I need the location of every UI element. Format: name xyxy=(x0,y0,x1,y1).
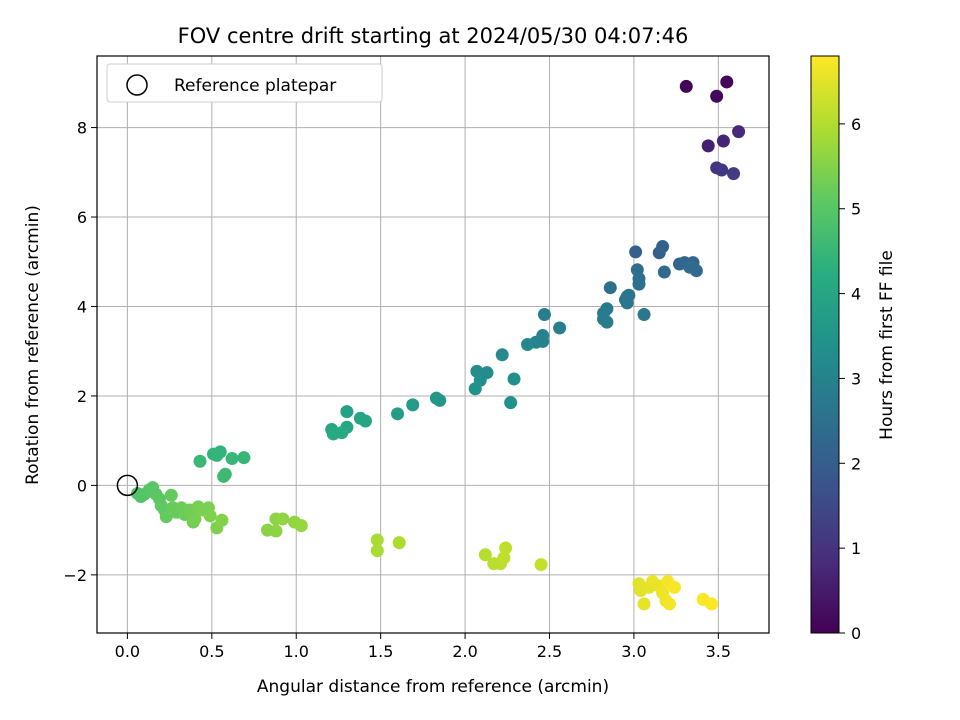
data-point xyxy=(217,469,231,483)
grid xyxy=(97,56,769,633)
data-point xyxy=(188,512,202,526)
colorbar-tick-label: 6 xyxy=(851,115,861,134)
data-point xyxy=(656,240,670,254)
data-point xyxy=(406,398,420,412)
x-tick-label: 3.0 xyxy=(621,642,646,661)
x-axis-label: Angular distance from reference (arcmin) xyxy=(257,677,609,697)
data-point xyxy=(534,558,548,572)
legend: Reference platepar xyxy=(106,63,383,103)
data-point xyxy=(657,265,671,279)
data-point xyxy=(507,372,521,386)
colorbar-tick-label: 5 xyxy=(851,200,861,219)
data-point xyxy=(521,338,535,351)
data-point xyxy=(632,277,646,291)
x-tick-label: 1.5 xyxy=(368,642,393,661)
x-tick-label: 2.5 xyxy=(537,642,562,661)
colorbar-gradient xyxy=(810,55,840,634)
colorbar: 0 1 2 3 4 5 6 Hours from first FF file xyxy=(810,55,897,643)
data-point xyxy=(215,513,229,527)
data-point xyxy=(732,125,746,139)
data-point xyxy=(600,315,614,329)
legend-box xyxy=(106,63,383,103)
data-point xyxy=(468,382,482,396)
data-point xyxy=(294,519,308,533)
x-tick-label: 0.5 xyxy=(199,642,224,661)
data-point xyxy=(716,134,730,148)
data-point xyxy=(340,405,354,419)
data-point xyxy=(710,89,724,103)
data-point xyxy=(159,510,173,524)
colorbar-tick-label: 4 xyxy=(851,285,861,304)
data-point xyxy=(358,414,372,428)
x-tick-label: 3.5 xyxy=(706,642,731,661)
data-point xyxy=(164,488,178,502)
data-point xyxy=(495,348,509,362)
x-axis-ticks: 0.0 0.5 1.0 1.5 2.0 2.5 3.0 3.5 xyxy=(115,633,731,661)
data-point xyxy=(715,163,729,177)
data-point xyxy=(553,321,567,335)
data-point xyxy=(705,597,719,611)
y-tick-label: 2 xyxy=(77,387,87,406)
x-tick-label: 1.0 xyxy=(284,642,309,661)
data-point xyxy=(269,524,283,538)
x-tick-label: 0.0 xyxy=(115,642,140,661)
data-point xyxy=(701,139,715,153)
y-tick-label: 4 xyxy=(77,297,87,316)
data-point xyxy=(392,536,406,550)
data-point xyxy=(225,452,239,466)
data-point xyxy=(370,544,384,558)
y-tick-label: 6 xyxy=(77,208,87,227)
colorbar-tick-label: 0 xyxy=(851,624,861,643)
data-point xyxy=(637,308,651,322)
data-point xyxy=(391,407,405,421)
reference-marker xyxy=(116,474,139,497)
y-tick-label: 0 xyxy=(77,476,87,495)
data-point xyxy=(203,509,217,523)
y-tick-label: 8 xyxy=(77,119,87,138)
data-point xyxy=(433,393,447,407)
data-point xyxy=(683,260,697,274)
y-axis-label: Rotation from reference (arcmin) xyxy=(23,205,43,485)
data-point xyxy=(637,597,651,611)
data-point xyxy=(499,541,513,555)
data-point xyxy=(504,396,518,410)
data-point xyxy=(629,245,643,259)
y-tick-label: −2 xyxy=(63,566,87,585)
data-points xyxy=(116,75,746,611)
colorbar-tick-label: 1 xyxy=(851,539,861,558)
data-point xyxy=(497,551,511,565)
plot-frame xyxy=(96,55,770,634)
data-point xyxy=(193,454,207,468)
x-tick-label: 2.0 xyxy=(452,642,477,661)
data-point xyxy=(335,426,349,440)
legend-entry-reference: Reference platepar xyxy=(174,76,336,96)
data-point xyxy=(276,512,290,526)
data-point xyxy=(210,448,224,462)
data-point xyxy=(727,167,741,181)
data-point xyxy=(237,451,251,465)
data-point xyxy=(620,296,634,310)
colorbar-tick-label: 2 xyxy=(851,454,861,473)
legend-reference-marker xyxy=(126,74,148,96)
data-point xyxy=(720,75,734,89)
colorbar-tick-label: 3 xyxy=(851,369,861,388)
chart-title: FOV centre drift starting at 2024/05/30 … xyxy=(178,24,689,48)
y-axis-ticks: −2 0 2 4 6 8 xyxy=(63,119,97,585)
data-point xyxy=(537,308,551,322)
colorbar-ticks: 0 1 2 3 4 5 6 xyxy=(839,115,861,643)
data-point xyxy=(603,281,617,295)
data-point xyxy=(662,597,676,611)
data-point xyxy=(478,548,492,562)
data-point xyxy=(370,533,384,547)
colorbar-label: Hours from first FF file xyxy=(877,250,897,440)
data-point xyxy=(667,580,681,594)
data-point xyxy=(679,79,693,93)
